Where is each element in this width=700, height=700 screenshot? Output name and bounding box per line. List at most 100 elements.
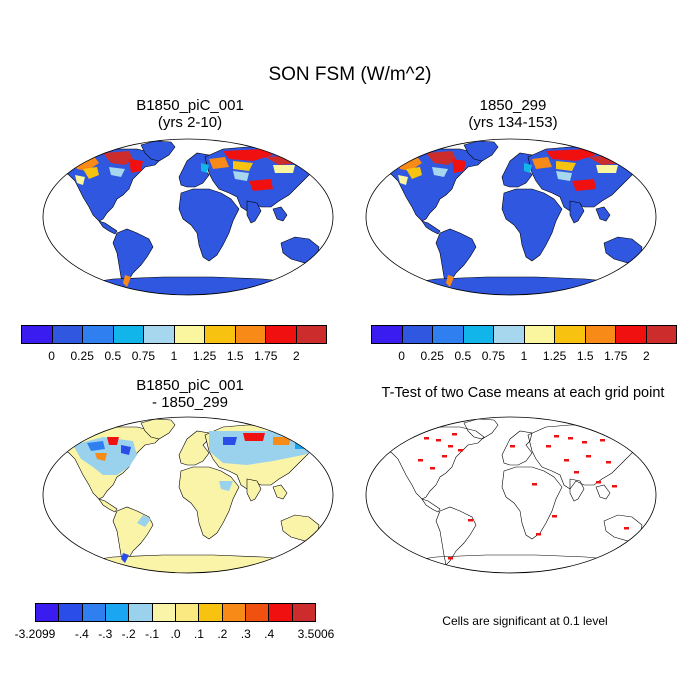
- colorbar-tick-label: 1.25: [192, 349, 217, 363]
- colorbar-tick-label: 1.5: [576, 349, 594, 363]
- difference-patch: [243, 433, 265, 441]
- colorbar-swatch: [292, 604, 315, 621]
- colorbar-swatch: [235, 326, 266, 343]
- significant-cell: [630, 435, 635, 438]
- colorbar-difference: [35, 603, 316, 622]
- colorbar-swatch: [152, 604, 176, 621]
- field-patch: [426, 151, 456, 165]
- continent-europe: [178, 430, 210, 466]
- colorbar-swatch: [585, 326, 616, 343]
- colorbar-swatch: [266, 326, 297, 343]
- significant-cell: [546, 445, 551, 448]
- field-patch: [129, 159, 143, 173]
- continent-antarctica: [72, 276, 304, 296]
- colorbar-tick-label: 0.75: [131, 349, 156, 363]
- continent-southAmerica: [435, 228, 477, 288]
- continent-europe: [501, 430, 533, 466]
- colorbar-swatch: [555, 326, 586, 343]
- continent-greenland: [463, 140, 499, 162]
- continent-centralAmerica: [98, 498, 118, 513]
- difference-patch: [223, 437, 237, 445]
- colorbar-tick-label: -3.2099: [14, 627, 56, 641]
- difference-patch: [95, 453, 107, 461]
- panel1-title-line2: (yrs 2-10): [157, 114, 223, 131]
- colorbar-tick-label: 1.75: [604, 349, 628, 363]
- colorbar-tick-label: 1.5: [226, 349, 244, 363]
- continent-seAsia: [272, 484, 288, 500]
- field-patch: [432, 167, 448, 177]
- map-border: [365, 416, 657, 574]
- significant-cell: [532, 483, 537, 486]
- continent-africa: [501, 188, 563, 262]
- panel1-title-line1: B1850_piC_001: [136, 97, 244, 114]
- difference-patch: [137, 515, 151, 527]
- colorbar-swatch: [82, 604, 106, 621]
- colorbar-swatch: [646, 326, 676, 343]
- significant-cell: [424, 437, 429, 440]
- field-patch: [532, 157, 552, 169]
- colorbar-tick-label: 1: [170, 349, 178, 363]
- field-patch: [123, 275, 131, 287]
- figure-title: SON FSM (W/m^2): [268, 64, 432, 85]
- colorbar-tick-label: 0.75: [481, 349, 506, 363]
- colorbar-tick-label: 1: [520, 349, 528, 363]
- continent-seAsia: [272, 206, 288, 222]
- colorbar-case2: [371, 325, 677, 344]
- significant-cell: [640, 445, 645, 448]
- field-patch: [398, 175, 408, 185]
- significant-cell: [582, 441, 587, 444]
- continent-india: [246, 200, 262, 224]
- map-border: [42, 416, 334, 574]
- colorbar-tick-label: .3: [240, 627, 251, 641]
- colorbar-tick-label: 0.5: [454, 349, 472, 363]
- field-patch: [406, 167, 422, 179]
- significant-cell: [418, 459, 423, 462]
- colorbar-swatch: [22, 326, 53, 343]
- panel2-title-line1: 1850_299: [479, 97, 547, 114]
- difference-patch: [121, 445, 131, 455]
- map-ttest: [365, 416, 657, 574]
- continent-centralAmerica: [421, 220, 441, 235]
- field-patch: [233, 171, 249, 181]
- significance-note: Cells are significant at 0.1 level: [442, 614, 608, 628]
- colorbar-swatch: [296, 326, 326, 343]
- continent-india: [246, 478, 262, 502]
- colorbar-tick-label: 0: [48, 349, 55, 363]
- panel2-title-line2: (yrs 134-153): [468, 114, 558, 131]
- colorbar-swatch: [175, 604, 200, 621]
- continent-centralAmerica: [98, 220, 118, 235]
- colorbar-tick-label: -.2: [121, 627, 136, 641]
- map-border: [42, 138, 334, 296]
- significant-cell: [574, 471, 579, 474]
- field-patch: [109, 167, 125, 177]
- difference-patch: [305, 435, 317, 441]
- colorbar-swatch: [205, 326, 236, 343]
- significant-cell: [536, 533, 541, 536]
- colorbar-swatch: [616, 326, 647, 343]
- difference-patch: [121, 553, 129, 563]
- field-patch: [546, 149, 596, 161]
- significant-cell: [568, 437, 573, 440]
- colorbar-swatch: [372, 326, 403, 343]
- colorbar-swatch: [105, 604, 130, 621]
- panel2-title: 1850_299 (yrs 134-153): [363, 97, 663, 131]
- field-patch: [452, 159, 466, 173]
- map-case2: [365, 138, 657, 296]
- field-patch: [83, 167, 99, 179]
- colorbar-tick-label: 0.25: [70, 349, 94, 363]
- continent-seAsia: [595, 206, 611, 222]
- field-patch: [556, 161, 576, 171]
- field-patch: [249, 179, 273, 191]
- panel3-title: B1850_piC_001 - 1850_299: [40, 377, 340, 411]
- significant-cell: [448, 445, 453, 448]
- colorbar-tick-label: .4: [264, 627, 275, 641]
- colorbar-swatch: [144, 326, 175, 343]
- colorbar-swatch: [269, 604, 293, 621]
- significant-cell: [600, 439, 605, 442]
- field-patch: [75, 175, 85, 185]
- difference-patch: [87, 441, 105, 451]
- continent-india: [569, 478, 585, 502]
- significant-cell: [468, 519, 473, 522]
- field-patch: [596, 165, 618, 173]
- continent-greenland: [463, 418, 499, 440]
